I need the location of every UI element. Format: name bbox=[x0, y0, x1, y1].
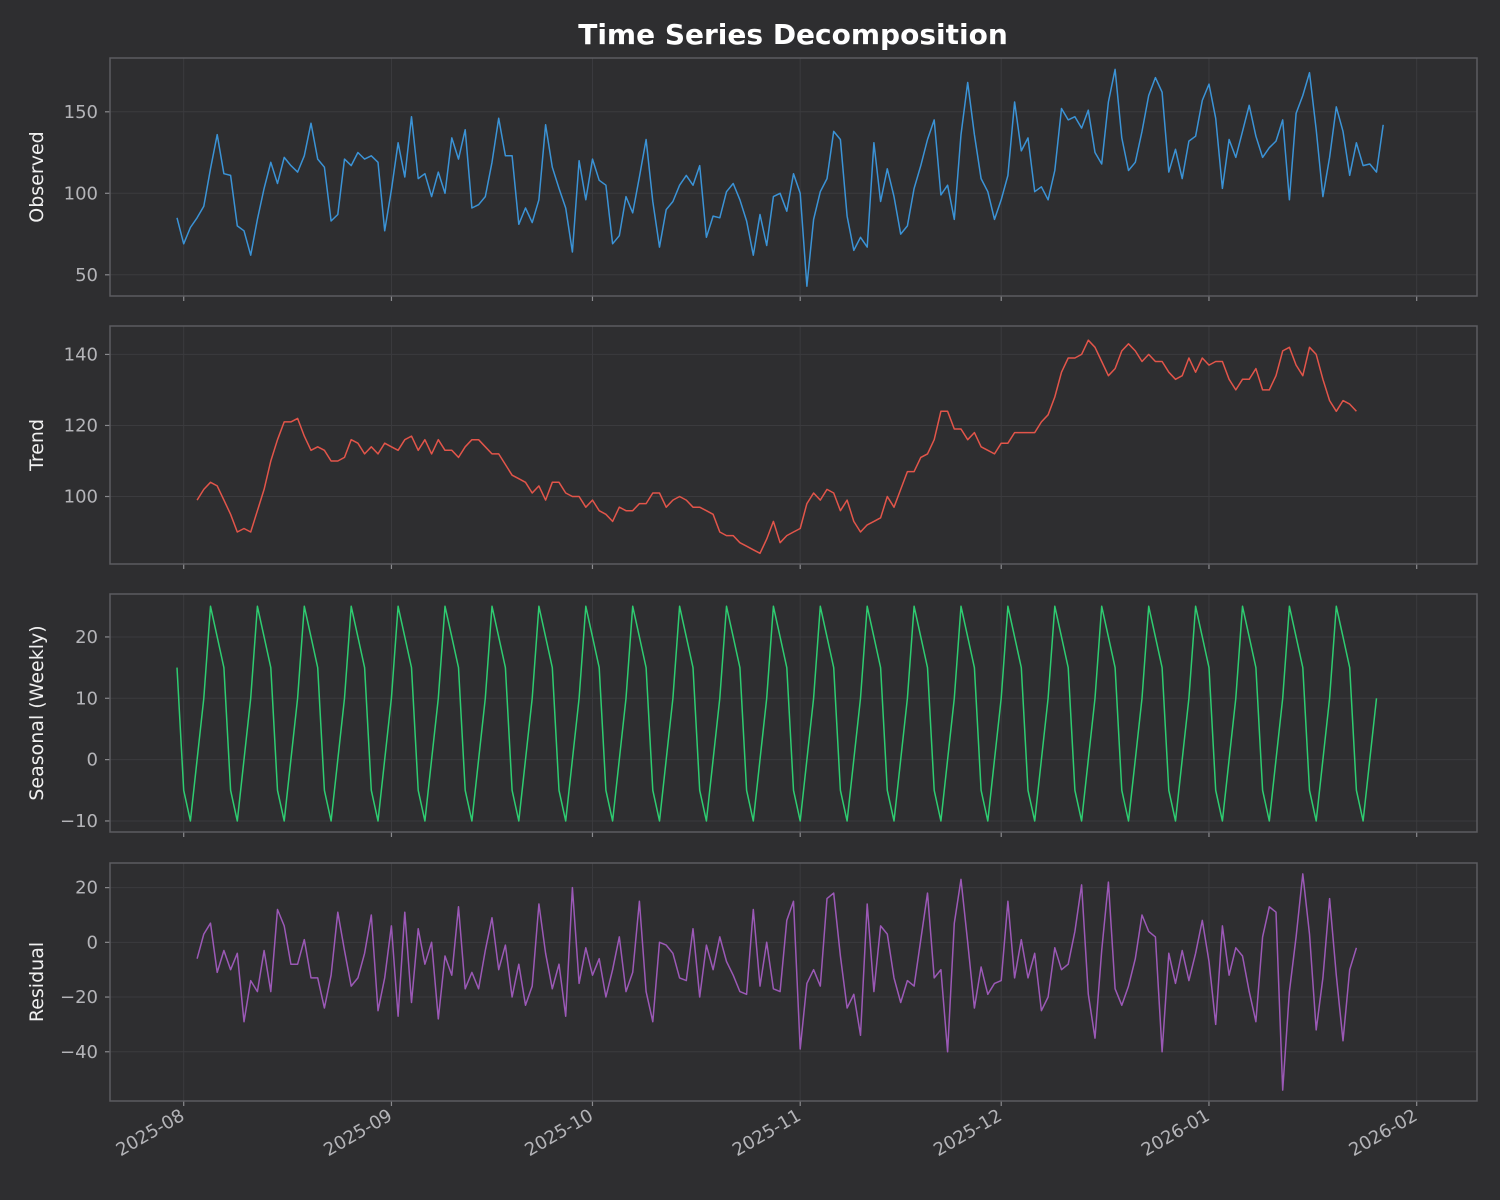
y-tick-label: 100 bbox=[64, 183, 98, 204]
x-tick-label: 2025-12 bbox=[930, 1105, 1006, 1161]
y-axis-label: Residual bbox=[26, 942, 48, 1022]
y-tick-label: 140 bbox=[64, 344, 98, 365]
y-tick-label: −40 bbox=[60, 1042, 98, 1063]
trend-series-line bbox=[196, 339, 1357, 555]
y-tick-label: 20 bbox=[75, 627, 98, 648]
y-tick-label: 10 bbox=[75, 688, 98, 709]
x-tick-label: 2025-11 bbox=[729, 1105, 805, 1161]
y-tick-label: −10 bbox=[60, 811, 98, 832]
panel-residual: −40 −20 0 20 Residual bbox=[26, 862, 1478, 1106]
panel-seasonal-weekly: −10 0 10 20 Seasonal (Weekly) bbox=[26, 593, 1478, 837]
panel-frame bbox=[109, 325, 1478, 565]
y-tick-label: 100 bbox=[64, 487, 98, 508]
panel-observed: 50 100 150 Observed bbox=[26, 57, 1478, 301]
observed-series-line bbox=[176, 68, 1384, 287]
x-tick-label: 2025-08 bbox=[113, 1105, 189, 1161]
x-tick-label: 2025-10 bbox=[521, 1105, 597, 1161]
x-tick-label: 2026-01 bbox=[1138, 1105, 1214, 1161]
residual-series-line bbox=[196, 873, 1358, 1091]
x-tick-label: 2025-09 bbox=[320, 1105, 396, 1161]
chart-title: Time Series Decomposition bbox=[578, 18, 1008, 51]
y-axis-label: Trend bbox=[26, 419, 48, 472]
y-tick-label: −20 bbox=[60, 987, 98, 1008]
seasonal-weekly-series-line bbox=[176, 605, 1378, 822]
y-axis-label: Seasonal (Weekly) bbox=[26, 625, 48, 800]
y-tick-label: 0 bbox=[87, 750, 98, 771]
panel-frame bbox=[109, 862, 1478, 1102]
panel-frame bbox=[109, 593, 1478, 833]
x-tick-label: 2026-02 bbox=[1346, 1105, 1422, 1161]
y-tick-label: 50 bbox=[75, 265, 98, 286]
y-tick-label: 120 bbox=[64, 415, 98, 436]
y-tick-label: 150 bbox=[64, 102, 98, 123]
panel-frame bbox=[109, 57, 1478, 297]
y-tick-label: 20 bbox=[75, 878, 98, 899]
y-tick-label: 0 bbox=[87, 932, 98, 953]
y-axis-label: Observed bbox=[26, 131, 48, 222]
panel-trend: 100 120 140 Trend bbox=[26, 325, 1478, 569]
